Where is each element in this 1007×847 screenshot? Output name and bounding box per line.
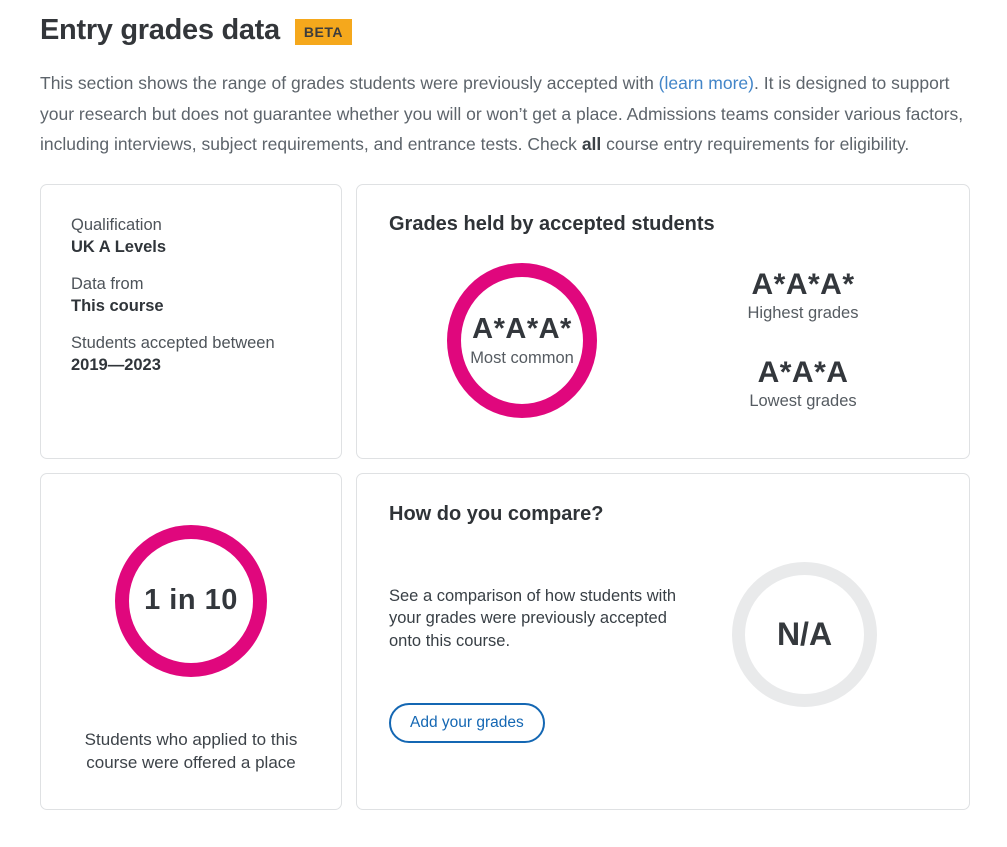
intro-bold-word: all: [581, 134, 602, 154]
cards-grid: Qualification UK A Levels Data from This…: [40, 183, 970, 810]
qualification-card: Qualification UK A Levels Data from This…: [40, 183, 342, 459]
qualification-label: Qualification: [71, 215, 162, 234]
compare-card-title: How do you compare?: [389, 502, 604, 525]
accepted-between-group: Students accepted between 2019—2023: [71, 332, 311, 377]
data-from-value: This course: [71, 296, 164, 315]
grade-range: A*A*A* Highest grades A*A*A Lowest grade…: [728, 268, 878, 444]
learn-more-link[interactable]: (learn more): [658, 73, 754, 93]
compare-description: See a comparison of how students with yo…: [389, 586, 677, 650]
entry-grades-section: Entry grades data BETA This section show…: [40, 14, 970, 810]
qualification-group: Qualification UK A Levels: [71, 214, 311, 259]
most-common-grade: A*A*A*: [472, 312, 572, 345]
beta-badge: BETA: [294, 19, 352, 45]
grades-content: A*A*A* Most common A*A*A* Highest grades…: [389, 262, 937, 444]
data-from-group: Data from This course: [71, 273, 311, 318]
highest-grades-label: Highest grades: [747, 303, 859, 322]
lowest-grades-label: Lowest grades: [749, 391, 857, 410]
offer-rate-value: 1 in 10: [144, 584, 238, 616]
accepted-between-value: 2019—2023: [71, 355, 161, 374]
offer-rate-circle: 1 in 10: [115, 524, 267, 677]
comparison-na-value: N/A: [776, 615, 833, 652]
most-common-label: Most common: [470, 348, 574, 367]
data-from-label: Data from: [71, 274, 144, 293]
page-title: Entry grades data: [40, 14, 280, 46]
offer-rate-card: 1 in 10 Students who applied to this cou…: [40, 472, 342, 810]
intro-text: This section shows the range of grades s…: [40, 68, 970, 160]
intro-part1: This section shows the range of grades s…: [40, 73, 659, 93]
section-header: Entry grades data BETA: [40, 14, 970, 47]
lowest-grade: A*A*A: [757, 355, 849, 389]
qualification-value: UK A Levels: [71, 237, 167, 256]
intro-part3: course entry requirements for eligibilit…: [601, 134, 910, 154]
comparison-na-circle: N/A: [732, 561, 877, 707]
offer-rate-caption: Students who applied to this course were…: [84, 729, 298, 773]
highest-grades-block: A*A*A* Highest grades: [728, 268, 878, 323]
add-your-grades-button[interactable]: Add your grades: [389, 703, 545, 743]
highest-grade: A*A*A*: [751, 267, 855, 301]
grades-card: Grades held by accepted students A*A*A* …: [356, 183, 970, 459]
intro-part2: . It is designed to support your researc…: [40, 73, 964, 154]
compare-card: How do you compare? See a comparison of …: [356, 472, 970, 810]
lowest-grades-block: A*A*A Lowest grades: [728, 356, 878, 411]
grades-card-title: Grades held by accepted students: [389, 212, 715, 235]
most-common-grade-circle: A*A*A* Most common: [447, 262, 597, 418]
accepted-between-label: Students accepted between: [71, 333, 275, 352]
